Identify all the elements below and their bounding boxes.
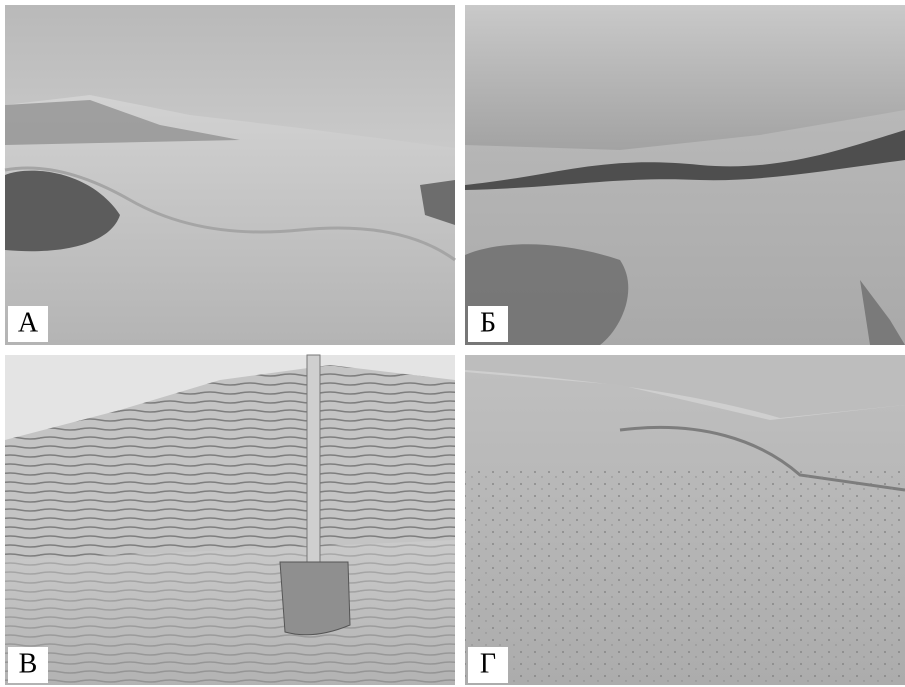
panel-label: А <box>18 307 39 338</box>
photo-a <box>5 5 455 345</box>
panel-label: Г <box>480 648 496 679</box>
figure: А Б В Г <box>0 0 905 687</box>
panel-label: Б <box>480 307 496 338</box>
photo-g <box>465 355 905 685</box>
panel-label: В <box>19 648 38 679</box>
page: А Б В Г (() => { const data = JSON.parse… <box>0 0 905 687</box>
photo-v <box>5 355 455 685</box>
photo-b <box>465 5 905 345</box>
